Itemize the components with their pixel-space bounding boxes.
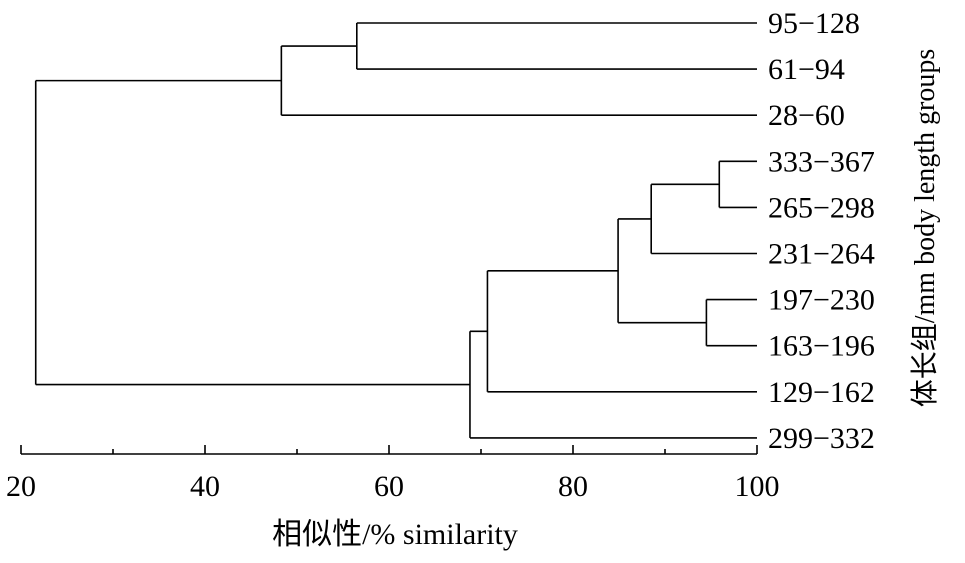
leaf-label: 333−367 bbox=[768, 145, 875, 178]
leaf-label: 299−332 bbox=[768, 422, 875, 455]
leaf-labels: 95−128 61−94 28−60 333−367 265−298 231−264 197… bbox=[768, 7, 875, 455]
leaf-label: 129−162 bbox=[768, 376, 875, 409]
leaf-label: 163−196 bbox=[768, 330, 875, 363]
x-axis: 20 40 60 80 100 bbox=[6, 445, 780, 503]
x-tick-label: 80 bbox=[558, 470, 588, 503]
x-axis-label: 相似性/% similarity bbox=[272, 518, 518, 551]
y-axis-label: 体长组/mm body length groups bbox=[909, 49, 941, 408]
x-tick-label: 40 bbox=[190, 470, 220, 503]
leaf-label: 95−128 bbox=[768, 7, 860, 40]
x-tick-label: 20 bbox=[6, 470, 36, 503]
leaf-label: 265−298 bbox=[768, 191, 875, 224]
x-tick-label: 100 bbox=[735, 470, 780, 503]
leaf-label: 231−264 bbox=[768, 238, 875, 271]
leaf-label: 197−230 bbox=[768, 284, 875, 317]
x-tick-label: 60 bbox=[374, 470, 404, 503]
dendrogram-branches bbox=[34, 22, 757, 439]
leaf-label: 61−94 bbox=[768, 53, 845, 86]
leaf-label: 28−60 bbox=[768, 99, 845, 132]
